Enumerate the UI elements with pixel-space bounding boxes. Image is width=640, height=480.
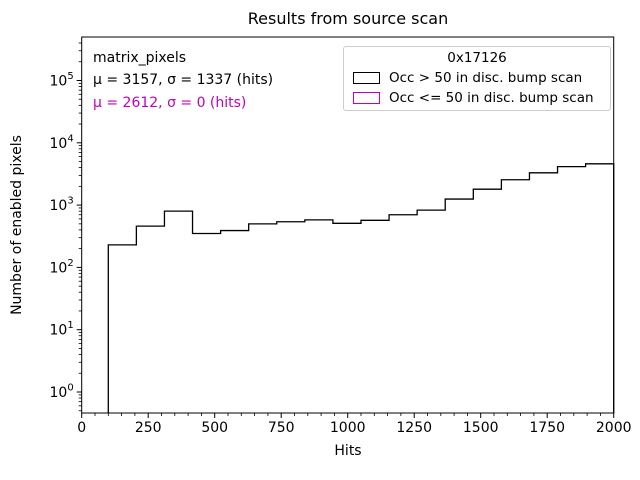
x-tick-label: 1000: [330, 420, 366, 436]
magenta-histogram-swatch-icon: [353, 92, 380, 104]
annotation-stats-secondary: μ = 2612, σ = 0 (hits): [93, 95, 247, 111]
x-tick-label: 2000: [596, 420, 632, 436]
x-axis-label: Hits: [334, 443, 362, 459]
x-tick-label: 500: [201, 420, 228, 436]
x-tick-label: 0: [77, 420, 86, 436]
legend-entry-label: Occ > 50 in disc. bump scan: [389, 70, 583, 86]
annotation-dataset-name: matrix_pixels: [93, 50, 187, 66]
legend-entry-occ-gt-50: Occ > 50 in disc. bump scan: [344, 68, 610, 88]
legend-entry-label: Occ <= 50 in disc. bump scan: [389, 90, 594, 106]
chart-title: Results from source scan: [247, 9, 449, 28]
y-tick-label: 101: [49, 320, 73, 339]
legend-entry-occ-le-50: Occ <= 50 in disc. bump scan: [344, 88, 610, 108]
y-tick-label: 104: [49, 133, 73, 152]
x-tick-label: 1750: [529, 420, 565, 436]
annotation-stats-primary: μ = 3157, σ = 1337 (hits): [93, 72, 274, 88]
x-tick-label: 1250: [396, 420, 432, 436]
x-tick-label: 250: [135, 420, 162, 436]
y-tick-label: 105: [49, 71, 73, 90]
y-tick-label: 103: [49, 196, 73, 215]
y-tick-label: 102: [49, 258, 73, 277]
x-tick-label: 750: [268, 420, 295, 436]
y-axis-label: Number of enabled pixels: [9, 135, 25, 315]
histogram-occ-gt-50: [107, 163, 615, 413]
black-histogram-swatch-icon: [353, 72, 380, 84]
legend-title: 0x17126: [447, 50, 507, 66]
legend-box: 0x17126 Occ > 50 in disc. bump scan Occ …: [343, 46, 611, 111]
x-tick-label: 1500: [463, 420, 499, 436]
y-tick-label: 100: [49, 383, 73, 402]
